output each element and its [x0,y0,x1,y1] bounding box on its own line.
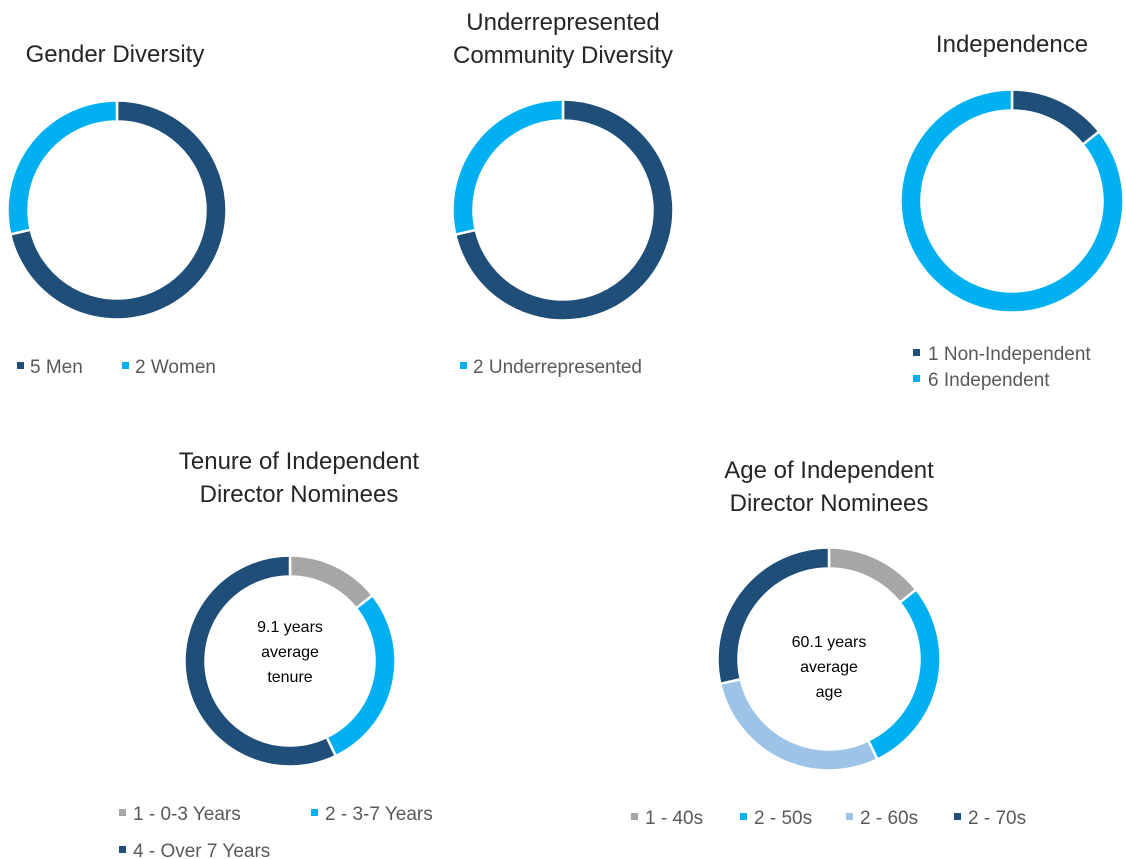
chart-title-line: Tenure of Independent [179,448,420,475]
legend-swatch [119,846,126,853]
chart-title-line: Gender Diversity [26,41,205,68]
age-chart: Age of Independent Director Nominees 60.… [631,457,1026,829]
legend-swatch [740,813,747,820]
donut-slice [718,677,880,772]
chart-legend: 1 - 40s 2 - 50s 2 - 60s 2 - 70s [631,808,1026,829]
chart-legend: 2 Underrepresented [460,357,642,378]
chart-title-line: Age of Independent [724,457,934,484]
center-label-line: age [816,684,843,701]
donut-slice [866,587,942,762]
chart-legend: 1 Non-Independent 6 Independent [913,344,1091,391]
legend-swatch [311,809,318,816]
legend-label: 5 Men [30,357,83,378]
chart-title-line: Director Nominees [730,490,929,517]
legend-label: 2 Women [135,357,216,378]
legend-swatch [122,362,129,369]
legend-label: 2 - 60s [860,808,918,829]
independence-chart: Independence 1 Non-Independent 6 Indepen… [899,31,1125,391]
tenure-chart: Tenure of Independent Director Nominees … [119,448,433,859]
legend-swatch [954,813,961,820]
chart-title-line: Underrepresented [466,9,659,36]
center-label-line: average [800,659,858,676]
legend-swatch [913,375,920,382]
chart-title-line: Independence [936,31,1088,58]
community-diversity-chart: Underrepresented Community Diversity 2 U… [451,9,675,378]
donut-slice [288,554,375,611]
donut-slice [716,546,831,686]
donut-slice [451,98,565,237]
legend-label: 2 - 3-7 Years [325,804,433,825]
legend-label: 1 Non-Independent [928,344,1091,365]
center-label-line: tenure [267,669,312,686]
center-label-line: average [261,644,319,661]
donut-slice [453,98,675,322]
legend-swatch [913,349,920,356]
donut-slice [8,99,228,321]
donut-slice [899,88,1125,314]
legend-label: 6 Independent [928,370,1050,391]
chart-legend: 5 Men 2 Women [17,357,216,378]
donut-slice [827,546,918,605]
chart-title-line: Community Diversity [453,42,673,69]
chart-legend: 1 - 0-3 Years 2 - 3-7 Years 4 - Over 7 Y… [119,804,433,859]
chart-title-line: Director Nominees [200,481,399,508]
legend-swatch [460,362,467,369]
legend-swatch [631,813,638,820]
legend-label: 2 - 70s [968,808,1026,829]
gender-diversity-chart: Gender Diversity 5 Men 2 Women [6,41,228,378]
legend-label: 1 - 0-3 Years [133,804,241,825]
donut-slice [324,593,397,758]
legend-swatch [17,362,24,369]
donut-slice [6,99,119,236]
legend-label: 1 - 40s [645,808,703,829]
legend-swatch [119,809,126,816]
legend-swatch [846,813,853,820]
donut-slice [183,554,338,768]
center-label-line: 60.1 years [792,634,867,651]
legend-label: 2 Underrepresented [473,357,642,378]
legend-label: 4 - Over 7 Years [133,841,270,859]
center-label-line: 9.1 years [257,619,323,636]
donut-slice [1010,88,1101,147]
legend-label: 2 - 50s [754,808,812,829]
